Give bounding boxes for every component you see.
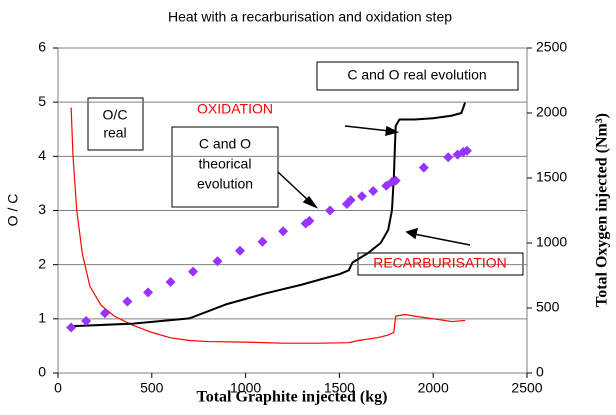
data-point bbox=[99, 308, 110, 319]
y2-tick-label: 2000 bbox=[536, 104, 567, 120]
data-point bbox=[356, 191, 367, 202]
arrow bbox=[344, 125, 391, 132]
y-tick-label: 5 bbox=[38, 93, 46, 109]
y-tick-label: 6 bbox=[38, 39, 46, 55]
data-point bbox=[304, 215, 315, 226]
arrowhead bbox=[302, 195, 319, 209]
y2-axis-label: Total Oxygen injected (Nm³) bbox=[594, 113, 611, 307]
x-tick-label: 500 bbox=[140, 380, 164, 396]
arrow bbox=[277, 171, 311, 203]
annotation: C and O real evolution bbox=[347, 67, 486, 83]
y2-tick-label: 1500 bbox=[536, 169, 567, 185]
annotation: RECARBURISATION bbox=[373, 255, 507, 271]
y-tick-label: 0 bbox=[38, 364, 46, 380]
data-line bbox=[71, 102, 467, 328]
annotation-shapes bbox=[87, 61, 524, 276]
y2-tick-label: 2500 bbox=[536, 39, 567, 55]
data-point bbox=[165, 277, 176, 287]
data-point bbox=[443, 152, 454, 163]
y-tick-label: 4 bbox=[38, 147, 46, 163]
y-tick-label: 2 bbox=[38, 255, 46, 271]
data-point bbox=[234, 245, 245, 256]
data-point bbox=[368, 186, 379, 196]
annotation-box bbox=[171, 126, 279, 208]
x-tick-label: 1000 bbox=[230, 380, 261, 396]
data-point bbox=[278, 226, 289, 237]
annotation-box bbox=[316, 61, 519, 91]
arrowhead bbox=[385, 125, 400, 137]
data-point bbox=[390, 175, 401, 186]
y-tick-label: 3 bbox=[38, 201, 46, 217]
data-point bbox=[188, 266, 199, 277]
data-point bbox=[257, 236, 268, 247]
data-point bbox=[122, 296, 133, 307]
annotation: C and O bbox=[199, 136, 251, 152]
arrowhead bbox=[405, 227, 419, 240]
data-point bbox=[461, 145, 472, 156]
x-tick-label: 2000 bbox=[418, 380, 449, 396]
annotation: real bbox=[103, 125, 126, 141]
y-axis-label: O / C bbox=[5, 194, 21, 227]
y2-tick-label: 1000 bbox=[536, 234, 567, 250]
data-line bbox=[70, 107, 466, 344]
annotation-box bbox=[87, 97, 144, 151]
data-point bbox=[212, 256, 223, 267]
y-tick-label: 1 bbox=[38, 310, 46, 326]
data-point bbox=[66, 322, 77, 333]
chart-title: Heat with a recarburisation and oxidatio… bbox=[168, 9, 452, 25]
x-tick-label: 0 bbox=[54, 380, 62, 396]
x-tick-label: 2500 bbox=[511, 380, 542, 396]
annotation: O/C bbox=[103, 107, 128, 123]
annotation: OXIDATION bbox=[197, 101, 273, 117]
arrow bbox=[413, 233, 471, 246]
x-tick-label: 1500 bbox=[324, 380, 355, 396]
annotation: evolution bbox=[197, 176, 253, 192]
data-point bbox=[325, 205, 336, 216]
x-axis-label: Total Graphite injected (kg) bbox=[197, 389, 388, 406]
data-point bbox=[345, 195, 356, 206]
y2-tick-label: 0 bbox=[536, 364, 544, 380]
y2-tick-label: 500 bbox=[536, 299, 560, 315]
data-point bbox=[418, 162, 429, 173]
annotation-box bbox=[357, 252, 524, 276]
annotation: theorical bbox=[199, 156, 252, 172]
data-point bbox=[143, 287, 154, 298]
data-point bbox=[81, 316, 92, 326]
